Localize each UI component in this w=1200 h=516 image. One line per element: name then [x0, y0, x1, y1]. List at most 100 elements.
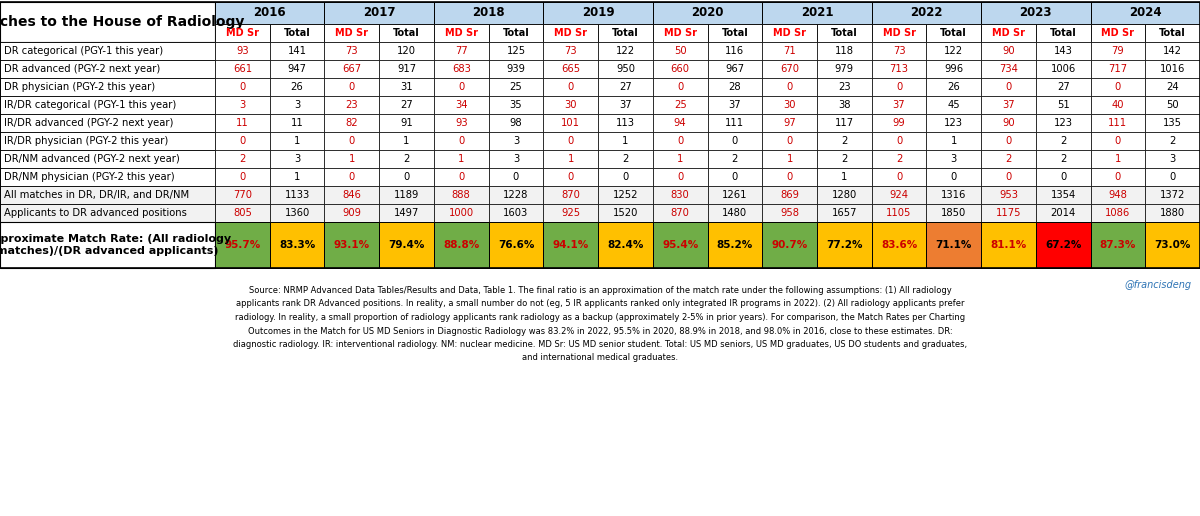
Text: 948: 948 [1109, 190, 1127, 200]
Bar [982, 168, 1036, 186]
Bar [653, 78, 708, 96]
Text: 0: 0 [568, 136, 574, 146]
Text: 996: 996 [944, 64, 964, 74]
Text: 2: 2 [1006, 154, 1012, 164]
Bar [1091, 96, 1145, 114]
Text: 2021: 2021 [800, 7, 833, 20]
Text: 660: 660 [671, 64, 690, 74]
Bar [982, 222, 1036, 268]
Bar [215, 132, 270, 150]
Bar [708, 24, 762, 42]
Bar [1145, 24, 1200, 42]
Text: 0: 0 [349, 82, 355, 92]
Text: 870: 870 [671, 208, 690, 218]
Text: 93.1%: 93.1% [334, 240, 370, 250]
Text: Total: Total [941, 28, 967, 38]
Bar [379, 60, 434, 78]
Bar [762, 204, 817, 222]
Text: 143: 143 [1054, 46, 1073, 56]
Bar [653, 150, 708, 168]
Text: 24: 24 [1166, 82, 1178, 92]
Text: 713: 713 [889, 64, 908, 74]
Bar [215, 222, 270, 268]
Bar [708, 132, 762, 150]
Bar [817, 204, 871, 222]
Bar [708, 42, 762, 60]
Bar [379, 186, 434, 204]
Text: 947: 947 [288, 64, 306, 74]
Bar [379, 132, 434, 150]
Bar [215, 168, 270, 186]
Bar [598, 132, 653, 150]
Bar [653, 204, 708, 222]
Text: 830: 830 [671, 190, 690, 200]
Text: MD Sr: MD Sr [664, 28, 697, 38]
Text: 30: 30 [784, 100, 796, 110]
Bar [871, 78, 926, 96]
Bar [817, 60, 871, 78]
Bar [598, 24, 653, 42]
Text: MD Sr: MD Sr [554, 28, 587, 38]
Bar [1036, 168, 1091, 186]
Text: 73.0%: 73.0% [1154, 240, 1190, 250]
Bar [1091, 114, 1145, 132]
Bar [434, 150, 488, 168]
Text: 85.2%: 85.2% [716, 240, 752, 250]
Bar [926, 222, 982, 268]
Text: DR categorical (PGY-1 this year): DR categorical (PGY-1 this year) [4, 46, 163, 56]
Bar [488, 24, 544, 42]
Bar [653, 60, 708, 78]
Text: 45: 45 [948, 100, 960, 110]
Bar [762, 132, 817, 150]
Bar [708, 204, 762, 222]
Text: 1: 1 [568, 154, 574, 164]
Text: 23: 23 [346, 100, 358, 110]
Bar [434, 96, 488, 114]
Bar [871, 204, 926, 222]
Text: 3: 3 [512, 154, 520, 164]
Text: 0: 0 [568, 172, 574, 182]
Text: 0: 0 [239, 82, 246, 92]
Text: 1372: 1372 [1160, 190, 1186, 200]
Text: 123: 123 [1054, 118, 1073, 128]
Bar [434, 42, 488, 60]
Bar [270, 78, 324, 96]
Text: 2020: 2020 [691, 7, 724, 20]
Bar [270, 168, 324, 186]
Bar [544, 78, 598, 96]
Bar [817, 78, 871, 96]
Text: 1016: 1016 [1160, 64, 1186, 74]
Text: 27: 27 [400, 100, 413, 110]
Bar [762, 42, 817, 60]
Text: 1105: 1105 [887, 208, 912, 218]
Bar [982, 186, 1036, 204]
Text: 2: 2 [841, 136, 847, 146]
Bar [598, 168, 653, 186]
Bar [653, 24, 708, 42]
Bar [708, 186, 762, 204]
Bar [982, 150, 1036, 168]
Text: 0: 0 [1006, 82, 1012, 92]
Text: 81.1%: 81.1% [990, 240, 1026, 250]
Bar [270, 132, 324, 150]
Text: Total: Total [612, 28, 638, 38]
Bar [215, 24, 270, 42]
Bar [1145, 78, 1200, 96]
Text: 967: 967 [725, 64, 744, 74]
Text: 1497: 1497 [394, 208, 419, 218]
Text: 90.7%: 90.7% [772, 240, 808, 250]
Bar [653, 42, 708, 60]
Text: 1: 1 [841, 172, 847, 182]
Text: 0: 0 [732, 172, 738, 182]
Bar [0, 114, 215, 132]
Text: 0: 0 [732, 136, 738, 146]
Text: MD Sr: MD Sr [992, 28, 1025, 38]
Text: 93: 93 [236, 46, 248, 56]
Text: 122: 122 [944, 46, 964, 56]
Text: 28: 28 [728, 82, 742, 92]
Bar [1145, 114, 1200, 132]
Text: 3: 3 [294, 100, 300, 110]
Text: 1006: 1006 [1050, 64, 1076, 74]
Text: 91: 91 [400, 118, 413, 128]
Text: 113: 113 [616, 118, 635, 128]
